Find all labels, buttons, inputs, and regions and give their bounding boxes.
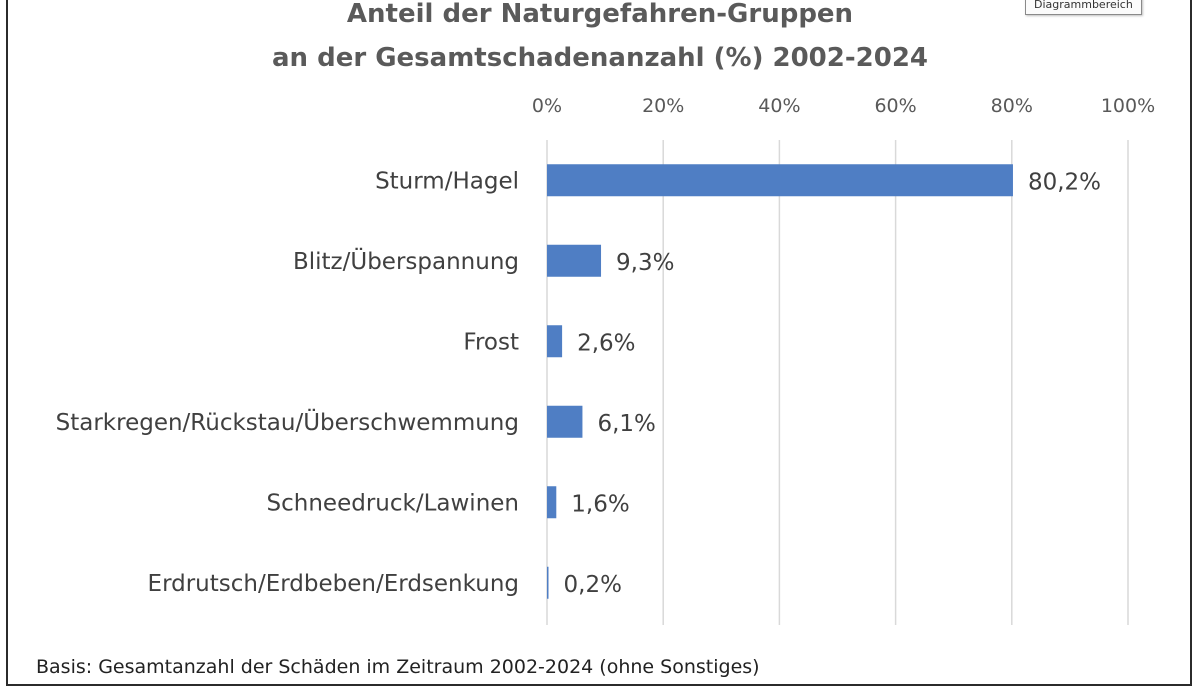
x-tick-label: 40% (758, 95, 800, 117)
chart-title-line-1: Anteil der Naturgefahren-Gruppen (346, 0, 854, 29)
data-label: 6,1% (597, 411, 655, 437)
data-label: 0,2% (564, 572, 622, 598)
bar (547, 486, 557, 519)
data-label: 1,6% (571, 491, 629, 517)
chart-title-line-2: an der Gesamtschadenanzahl (%) 2002-2024 (271, 43, 929, 73)
data-label: 2,6% (577, 330, 635, 356)
x-tick-label: 0% (532, 95, 562, 117)
bar (547, 405, 583, 438)
category-label: Schneedruck/Lawinen (267, 490, 519, 516)
x-tick-label: 100% (1101, 95, 1155, 117)
category-label: Erdrutsch/Erdbeben/Erdsenkung (148, 571, 519, 597)
category-label: Blitz/Überspannung (293, 247, 519, 275)
x-tick-label: 80% (991, 95, 1033, 117)
category-label: Starkregen/Rückstau/Überschwemmung (56, 408, 519, 436)
data-label: 9,3% (616, 250, 674, 276)
chart-title: Anteil der Naturgefahren-Gruppen an der … (0, 0, 1200, 80)
footnote: Basis: Gesamtanzahl der Schäden im Zeitr… (36, 656, 760, 678)
bar (547, 566, 549, 599)
bar (547, 164, 1013, 197)
x-tick-label: 20% (642, 95, 684, 117)
category-label: Frost (463, 329, 519, 355)
bar (547, 325, 563, 358)
chart-area-tooltip: Diagrammbereich (1025, 0, 1142, 15)
category-label: Sturm/Hagel (375, 168, 519, 194)
data-label: 80,2% (1028, 169, 1101, 195)
x-tick-label: 60% (874, 95, 916, 117)
bar (547, 244, 602, 277)
